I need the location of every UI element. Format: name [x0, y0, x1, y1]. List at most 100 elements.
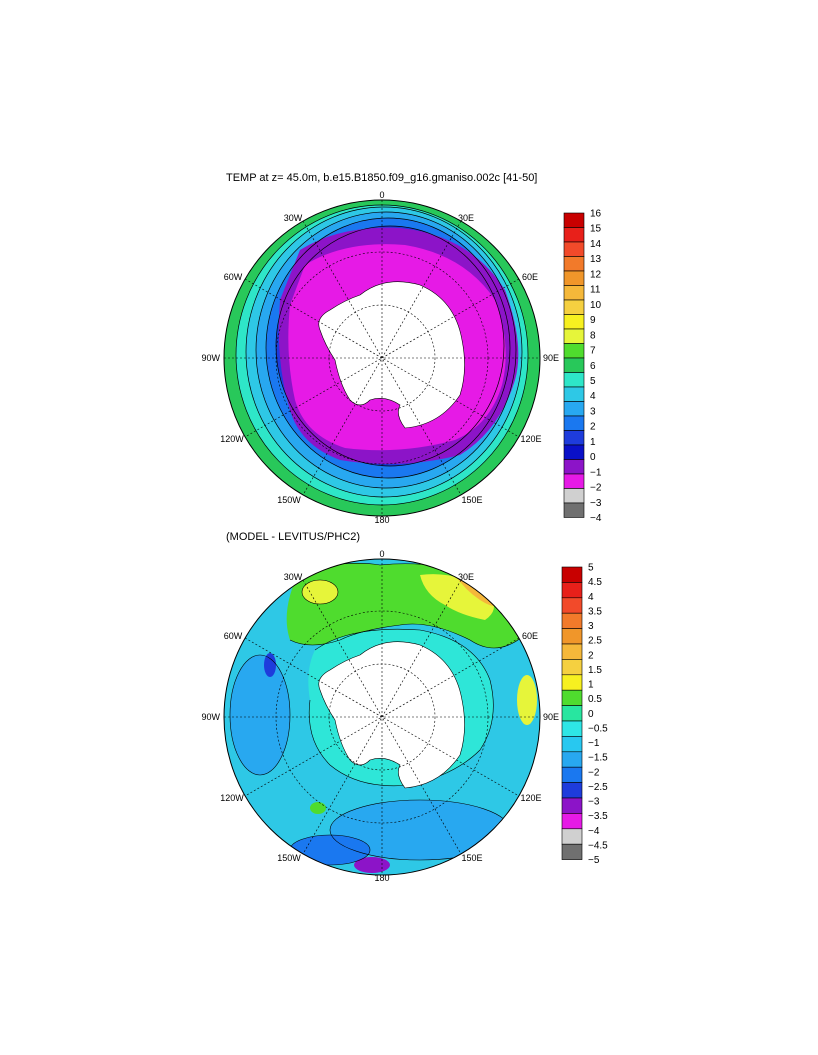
colorbar-swatch	[561, 797, 583, 814]
lon-label-180: 180	[374, 873, 389, 883]
colorbar-tick-label: 3	[590, 406, 596, 417]
colorbar-swatch	[563, 299, 585, 315]
colorbar-tick-label: 13	[590, 254, 602, 265]
lon-label-90e: 90E	[543, 712, 559, 722]
colorbar-tick-label: −1	[588, 738, 600, 749]
colorbar-swatch	[561, 674, 583, 691]
antarctica-land-diff	[318, 641, 465, 789]
colorbar-swatch	[561, 828, 583, 845]
lon-label-60w: 60W	[224, 631, 243, 641]
colorbar-tick-label: −2	[588, 767, 600, 778]
colorbar-tick-label: 16	[590, 209, 602, 220]
diff-warm-patch-30w	[302, 580, 338, 604]
colorbar-swatch	[561, 597, 583, 614]
colorbar-tick-label: 0	[588, 709, 594, 720]
colorbar-swatch	[563, 256, 585, 272]
colorbar-swatch	[563, 328, 585, 344]
colorbar-swatch	[563, 415, 585, 431]
colorbar-tick-label: −2.5	[588, 782, 608, 793]
colorbar-tick-label: −1	[590, 467, 602, 478]
diff-map-border	[223, 558, 541, 876]
colorbar-tick-label: 0.5	[588, 694, 602, 705]
colorbar-tick-label: 3.5	[588, 606, 602, 617]
lon-label-120e: 120E	[520, 434, 541, 444]
colorbar-tick-label: 8	[590, 330, 596, 341]
colorbar-swatch	[561, 582, 583, 599]
colorbar-swatch	[561, 643, 583, 660]
colorbar-tick-label: 4.5	[588, 577, 602, 588]
lon-label-120w: 120W	[220, 793, 244, 803]
diff-graticule	[224, 559, 540, 875]
colorbar-swatch	[561, 689, 583, 706]
temp-graticule	[224, 200, 540, 516]
diff-warm-patch-90e	[517, 675, 537, 725]
lon-label-30e: 30E	[458, 213, 474, 223]
antarctica-land	[318, 281, 465, 429]
colorbar-swatch	[563, 270, 585, 286]
colorbar-tick-label: −2	[590, 483, 602, 494]
lon-label-60w: 60W	[224, 272, 243, 282]
colorbar-tick-label: 0	[590, 452, 596, 463]
colorbar-tick-label: −5	[588, 855, 600, 866]
colorbar-swatch	[563, 386, 585, 402]
lon-label-30w: 30W	[284, 572, 303, 582]
colorbar-tick-label: 10	[590, 300, 602, 311]
lon-label-90w: 90W	[201, 712, 220, 722]
diff-midlat-south	[330, 800, 510, 860]
colorbar-swatch	[563, 488, 585, 504]
lon-label-60e: 60E	[522, 272, 538, 282]
colorbar-swatch	[563, 502, 585, 518]
colorbar-swatch	[561, 813, 583, 830]
colorbar-tick-label: 6	[590, 361, 596, 372]
colorbar-tick-label: −3.5	[588, 811, 608, 822]
lon-label-30e: 30E	[458, 572, 474, 582]
colorbar-swatch	[561, 843, 583, 860]
colorbar-tick-label: 4	[588, 592, 594, 603]
colorbar-swatch	[561, 566, 583, 583]
diff-panel-title: (MODEL - LEVITUS/PHC2)	[226, 531, 361, 543]
diff-cold-west	[264, 653, 276, 677]
colorbar-swatch	[563, 285, 585, 301]
lon-label-120e: 120E	[520, 793, 541, 803]
colorbar-swatch	[561, 705, 583, 722]
lon-label-150e: 150E	[461, 853, 482, 863]
lon-label-30w: 30W	[284, 213, 303, 223]
diff-warm-patch-120w	[310, 802, 326, 814]
colorbar-swatch	[561, 659, 583, 676]
lon-label-60e: 60E	[522, 631, 538, 641]
colorbar-swatch	[561, 766, 583, 783]
colorbar-swatch	[563, 241, 585, 257]
colorbar-tick-label: −3	[590, 498, 602, 509]
colorbar-tick-label: −4	[590, 513, 602, 524]
colorbar-swatch	[563, 459, 585, 475]
lon-label-0: 0	[379, 549, 384, 559]
colorbar-tick-label: 4	[590, 391, 596, 402]
colorbar-tick-label: 14	[590, 239, 602, 250]
colorbar-swatch	[563, 401, 585, 417]
colorbar-tick-label: 5	[590, 376, 596, 387]
lon-label-90w: 90W	[201, 353, 220, 363]
diff-polar-map: 0 30E 60E 90E 120E 150E 180 150W 120W 90…	[201, 549, 559, 883]
colorbar-tick-label: 7	[590, 346, 596, 357]
colorbar-swatch	[561, 720, 583, 737]
colorbar-swatch	[563, 372, 585, 388]
colorbar-tick-label: 3	[588, 621, 594, 632]
colorbar-swatch	[563, 314, 585, 330]
colorbar-tick-label: 11	[590, 285, 601, 296]
diff-map-panel: 0 30E 60E 90E 120E 150E 180 150W 120W 90…	[201, 549, 608, 883]
temp-panel-title: TEMP at z= 45.0m, b.e15.B1850.f09_g16.gm…	[226, 172, 538, 184]
lon-label-0: 0	[379, 190, 384, 200]
colorbar-tick-label: 1.5	[588, 665, 602, 676]
diff-coldest-south	[354, 857, 390, 873]
temp-polar-map: 0 30E 60E 90E 120E 150E 180 150W 120W 90…	[201, 190, 559, 525]
colorbar-tick-label: 1	[588, 680, 594, 691]
colorbar-swatch	[563, 444, 585, 460]
lon-label-90e: 90E	[543, 353, 559, 363]
colorbar-tick-label: −1.5	[588, 753, 608, 764]
lon-label-150w: 150W	[277, 495, 301, 505]
colorbar-tick-label: 1	[590, 437, 596, 448]
temp-map-border	[223, 199, 541, 517]
colorbar-swatch	[563, 430, 585, 446]
colorbar-swatch	[561, 628, 583, 645]
